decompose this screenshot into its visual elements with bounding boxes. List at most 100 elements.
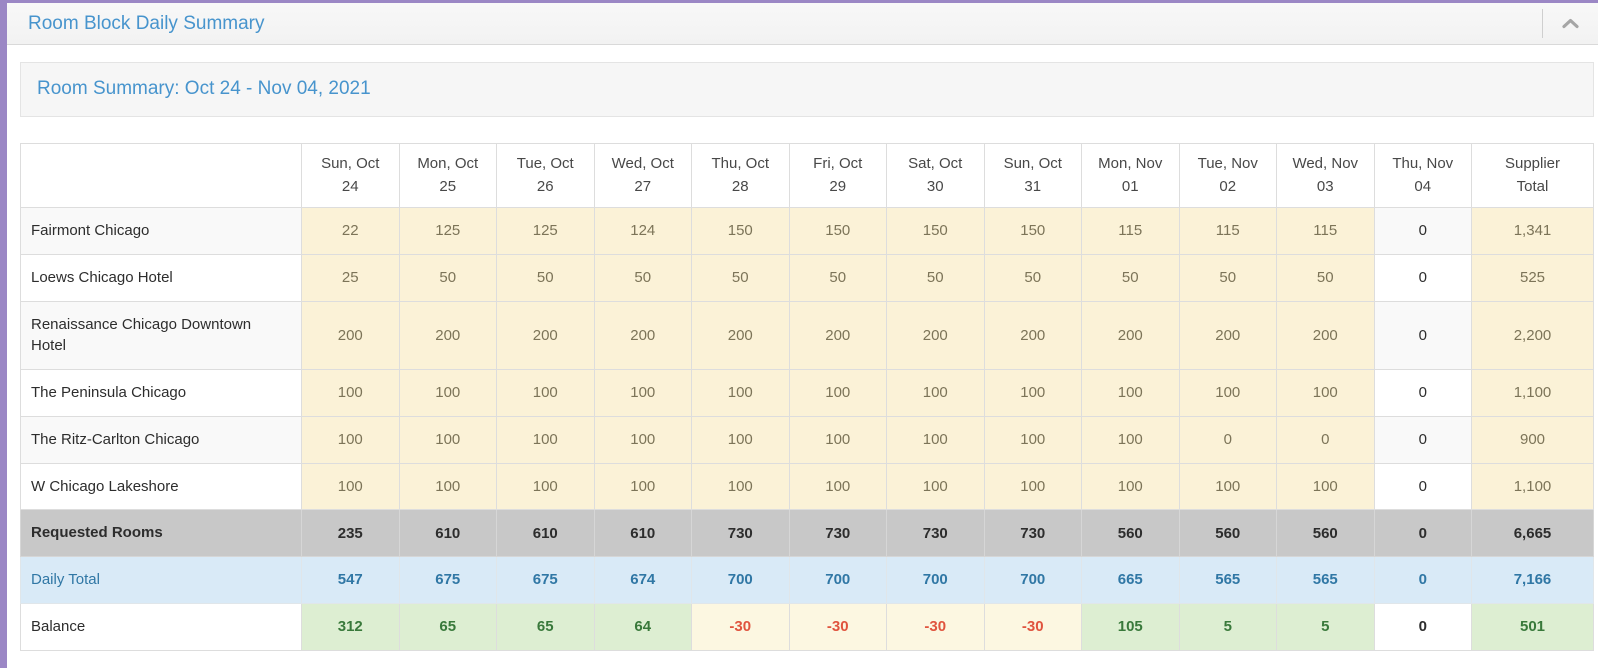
value-cell: 0 <box>1373 509 1472 557</box>
value-cell: 100 <box>301 415 400 464</box>
row-label-cell: Balance <box>20 602 302 651</box>
chevron-up-icon <box>1561 17 1579 32</box>
value-cell: 100 <box>496 369 595 417</box>
requested-row: Requested Rooms 235 610 610 610 730 730 730 730 5… <box>20 509 1594 557</box>
value-cell: -30 <box>886 602 985 651</box>
value-cell: 105 <box>1081 602 1180 651</box>
panel-header: Room Block Daily Summary <box>7 3 1598 45</box>
value-cell: 100 <box>788 462 887 511</box>
value-cell: 235 <box>301 509 400 557</box>
value-cell: 674 <box>593 556 692 604</box>
value-cell: 150 <box>983 207 1082 255</box>
value-cell: 100 <box>1081 369 1180 417</box>
value-cell: 100 <box>593 415 692 464</box>
value-cell: 22 <box>301 207 400 255</box>
value-cell: 100 <box>886 462 985 511</box>
supplier-total-cell: 900 <box>1471 415 1594 464</box>
value-cell: 0 <box>1373 253 1472 302</box>
value-cell: 200 <box>301 300 400 370</box>
value-cell: 200 <box>983 300 1082 370</box>
value-cell: -30 <box>788 602 887 651</box>
value-cell: -30 <box>983 602 1082 651</box>
value-cell: 50 <box>886 253 985 302</box>
value-cell: 0 <box>1373 300 1472 370</box>
value-cell: 547 <box>301 556 400 604</box>
column-header: Thu, Nov 04 <box>1373 143 1472 208</box>
value-cell: 5 <box>1178 602 1277 651</box>
value-cell: 150 <box>788 207 887 255</box>
value-cell: 700 <box>983 556 1082 604</box>
hotel-name-cell: Renaissance Chicago Downtown Hotel <box>20 300 302 370</box>
value-cell: 200 <box>1178 300 1277 370</box>
value-cell: 100 <box>1178 462 1277 511</box>
value-cell: 730 <box>788 509 887 557</box>
value-cell: 610 <box>593 509 692 557</box>
hotel-row: W Chicago Lakeshore 100 100 100 100 100 100 100… <box>20 462 1594 511</box>
value-cell: 115 <box>1178 207 1277 255</box>
value-cell: 730 <box>691 509 790 557</box>
room-block-table: Sun, Oct 24 Mon, Oct 25 Tue, Oct 26 Wed, Oct 27… <box>20 143 1594 651</box>
hotel-row: Loews Chicago Hotel 25 50 50 50 50 50 50 50 50 50 5… <box>20 253 1594 302</box>
value-cell: 65 <box>496 602 595 651</box>
value-cell: 100 <box>1276 369 1375 417</box>
room-summary-box: Room Summary: Oct 24 - Nov 04, 2021 <box>20 62 1594 117</box>
value-cell: 0 <box>1373 415 1472 464</box>
hotel-name-cell: Loews Chicago Hotel <box>20 253 302 302</box>
column-header: Mon, Oct 25 <box>398 143 497 208</box>
column-header: Tue, Nov 02 <box>1178 143 1277 208</box>
value-cell: 100 <box>301 462 400 511</box>
supplier-total-cell: 6,665 <box>1471 509 1594 557</box>
panel-title: Room Block Daily Summary <box>28 12 265 34</box>
value-cell: 150 <box>691 207 790 255</box>
value-cell: 64 <box>593 602 692 651</box>
value-cell: 200 <box>398 300 497 370</box>
value-cell: 100 <box>398 462 497 511</box>
value-cell: 100 <box>983 415 1082 464</box>
value-cell: 50 <box>691 253 790 302</box>
value-cell: 565 <box>1178 556 1277 604</box>
value-cell: 125 <box>496 207 595 255</box>
table-head: Sun, Oct 24 Mon, Oct 25 Tue, Oct 26 Wed, Oct 27… <box>20 143 1594 208</box>
value-cell: 200 <box>496 300 595 370</box>
value-cell: 560 <box>1178 509 1277 557</box>
value-cell: 100 <box>983 462 1082 511</box>
value-cell: 100 <box>593 369 692 417</box>
value-cell: 665 <box>1081 556 1180 604</box>
value-cell: 124 <box>593 207 692 255</box>
value-cell: 560 <box>1276 509 1375 557</box>
value-cell: 730 <box>886 509 985 557</box>
value-cell: 100 <box>983 369 1082 417</box>
value-cell: 565 <box>1276 556 1375 604</box>
supplier-total-header: Supplier Total <box>1471 143 1594 208</box>
value-cell: 0 <box>1276 415 1375 464</box>
column-header: Wed, Nov 03 <box>1276 143 1375 208</box>
collapse-button[interactable] <box>1556 12 1584 36</box>
value-cell: 100 <box>1081 462 1180 511</box>
value-cell: 0 <box>1373 462 1472 511</box>
value-cell: 25 <box>301 253 400 302</box>
value-cell: 100 <box>1081 415 1180 464</box>
hotel-row: The Ritz-Carlton Chicago 100 100 100 100 100 1… <box>20 415 1594 464</box>
value-cell: 100 <box>691 415 790 464</box>
value-cell: 675 <box>496 556 595 604</box>
value-cell: 50 <box>1276 253 1375 302</box>
table-body: Fairmont Chicago 22 125 125 124 150 150 150 150 1… <box>20 207 1594 651</box>
column-header: Mon, Nov 01 <box>1081 143 1180 208</box>
column-header: Tue, Oct 26 <box>496 143 595 208</box>
supplier-total-cell: 7,166 <box>1471 556 1594 604</box>
value-cell: 50 <box>593 253 692 302</box>
supplier-total-cell: 2,200 <box>1471 300 1594 370</box>
hotel-row: Renaissance Chicago Downtown Hotel 200 200… <box>20 300 1594 370</box>
column-header: Thu, Oct 28 <box>691 143 790 208</box>
value-cell: 700 <box>886 556 985 604</box>
value-cell: 700 <box>691 556 790 604</box>
value-cell: 100 <box>691 462 790 511</box>
value-cell: 125 <box>398 207 497 255</box>
row-label-cell: Requested Rooms <box>20 509 302 557</box>
supplier-total-cell: 1,100 <box>1471 462 1594 511</box>
value-cell: 115 <box>1081 207 1180 255</box>
value-cell: 200 <box>788 300 887 370</box>
value-cell: 50 <box>983 253 1082 302</box>
supplier-total-cell: 1,341 <box>1471 207 1594 255</box>
